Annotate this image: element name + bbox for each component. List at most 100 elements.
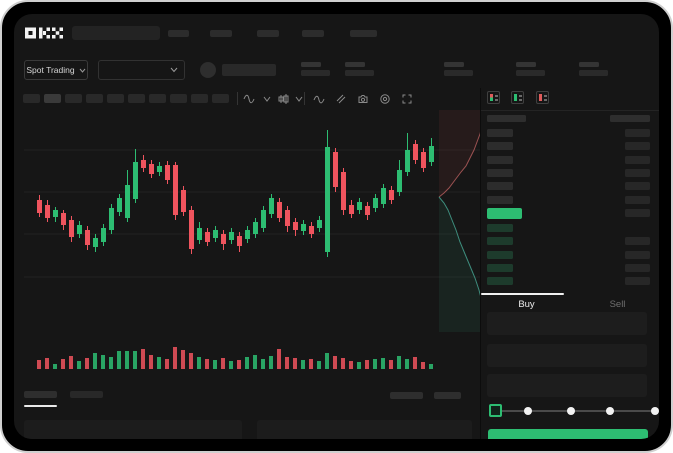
market-type-label: Spot Trading bbox=[26, 65, 75, 75]
candlestick-chart bbox=[24, 110, 480, 332]
bid-price-row[interactable] bbox=[487, 277, 513, 285]
ask-amount bbox=[625, 169, 650, 177]
last-price-badge[interactable] bbox=[487, 208, 522, 219]
orders-table-placeholder bbox=[24, 420, 242, 439]
top-navigation bbox=[14, 14, 659, 50]
ask-price-row[interactable] bbox=[487, 182, 513, 190]
candle-type-icon[interactable] bbox=[276, 92, 290, 106]
stat-label-placeholder bbox=[579, 62, 599, 67]
slider-stop-5[interactable] bbox=[651, 407, 659, 415]
topbar-nav-item-2[interactable] bbox=[210, 30, 232, 37]
book-color-bar bbox=[539, 94, 542, 101]
interval-button-4[interactable] bbox=[86, 94, 103, 103]
bottom-bar-action-2[interactable] bbox=[434, 392, 461, 399]
book-line bbox=[544, 99, 547, 101]
topbar-nav-item-1[interactable] bbox=[168, 30, 189, 37]
orderbook-price-header bbox=[487, 115, 526, 122]
history-table-placeholder bbox=[257, 420, 472, 439]
bid-amount bbox=[625, 264, 650, 272]
book-line bbox=[495, 99, 498, 101]
market-type-selector[interactable]: Spot Trading bbox=[24, 60, 88, 80]
slider-stop-4[interactable] bbox=[606, 407, 614, 415]
orderbook-amount-header bbox=[610, 115, 650, 122]
ask-price-row[interactable] bbox=[487, 169, 513, 177]
ask-amount bbox=[625, 156, 650, 164]
stat-label-placeholder bbox=[516, 62, 536, 67]
ask-price-row[interactable] bbox=[487, 156, 513, 164]
bottom-bar-action-1[interactable] bbox=[390, 392, 423, 399]
volume-chart bbox=[37, 347, 433, 369]
orderbook-split-icon[interactable] bbox=[487, 91, 500, 104]
book-line bbox=[495, 95, 498, 97]
interval-button-10[interactable] bbox=[212, 94, 229, 103]
orderbook-asks-icon[interactable] bbox=[536, 91, 549, 104]
ask-price-row[interactable] bbox=[487, 196, 513, 204]
chevron-down-icon bbox=[79, 68, 85, 73]
chevron-down-icon bbox=[170, 67, 178, 73]
ask-price-row[interactable] bbox=[487, 129, 513, 137]
order-form-field-2[interactable] bbox=[487, 344, 647, 367]
buy-tab-label: Buy bbox=[518, 298, 535, 310]
stat-value-placeholder bbox=[579, 70, 608, 76]
settings-icon[interactable] bbox=[378, 92, 392, 106]
interval-button-9[interactable] bbox=[191, 94, 208, 103]
search-input[interactable] bbox=[72, 26, 160, 40]
stat-value-placeholder bbox=[444, 70, 473, 76]
bid-amount bbox=[625, 277, 650, 285]
ask-price-row[interactable] bbox=[487, 142, 513, 150]
pair-selector[interactable] bbox=[98, 60, 185, 80]
interval-button-5[interactable] bbox=[107, 94, 124, 103]
bid-price-row[interactable] bbox=[487, 224, 513, 232]
okx-logo bbox=[25, 27, 63, 39]
ask-amount bbox=[625, 129, 650, 137]
book-line bbox=[519, 95, 522, 97]
stat-value-placeholder bbox=[345, 70, 374, 76]
book-line bbox=[544, 95, 547, 97]
line-chart-icon[interactable] bbox=[312, 92, 326, 106]
tab-sell[interactable]: Sell bbox=[572, 296, 659, 312]
order-form-field-3[interactable] bbox=[487, 374, 647, 397]
order-panel: Buy Sell bbox=[480, 88, 659, 439]
interval-button-3[interactable] bbox=[65, 94, 82, 103]
interval-button-6[interactable] bbox=[128, 94, 145, 103]
book-line bbox=[519, 99, 522, 101]
fullscreen-icon[interactable] bbox=[400, 92, 414, 106]
topbar-nav-item-4[interactable] bbox=[302, 30, 324, 37]
submit-buy-button[interactable] bbox=[488, 429, 648, 439]
bid-price-row[interactable] bbox=[487, 237, 513, 245]
stat-label-placeholder bbox=[301, 62, 321, 67]
bid-price-row[interactable] bbox=[487, 264, 513, 272]
order-form-field-1[interactable] bbox=[487, 312, 647, 335]
book-color-bar bbox=[514, 94, 517, 101]
book-color-bar bbox=[490, 94, 493, 101]
bid-amount bbox=[625, 237, 650, 245]
interval-button-8[interactable] bbox=[170, 94, 187, 103]
indicator-wave-icon[interactable] bbox=[242, 92, 256, 106]
bottom-tab-active[interactable] bbox=[24, 391, 57, 398]
bottom-tab-2[interactable] bbox=[70, 391, 103, 398]
slider-stop-3[interactable] bbox=[567, 407, 575, 415]
slider-stop-2[interactable] bbox=[524, 407, 532, 415]
stat-value-placeholder bbox=[301, 70, 330, 76]
buy-tab-indicator bbox=[481, 293, 564, 295]
active-tab-indicator bbox=[24, 405, 57, 407]
orderbook-bids-icon[interactable] bbox=[511, 91, 524, 104]
tab-buy[interactable]: Buy bbox=[481, 296, 572, 312]
ask-amount bbox=[625, 196, 650, 204]
compare-icon[interactable] bbox=[334, 92, 348, 106]
interval-button-7[interactable] bbox=[149, 94, 166, 103]
camera-icon[interactable] bbox=[356, 92, 370, 106]
interval-button-2[interactable] bbox=[44, 94, 61, 103]
chevron-down-icon[interactable] bbox=[260, 92, 274, 106]
orderbook-view-toggles bbox=[481, 88, 659, 111]
interval-button-1[interactable] bbox=[23, 94, 40, 103]
slider-handle[interactable] bbox=[489, 404, 502, 417]
toolbar-divider bbox=[237, 92, 238, 105]
bid-amount bbox=[625, 251, 650, 259]
ask-amount bbox=[625, 182, 650, 190]
topbar-nav-item-3[interactable] bbox=[257, 30, 279, 37]
bid-price-row[interactable] bbox=[487, 251, 513, 259]
chevron-down-icon[interactable] bbox=[292, 92, 306, 106]
topbar-nav-item-5[interactable] bbox=[350, 30, 377, 37]
